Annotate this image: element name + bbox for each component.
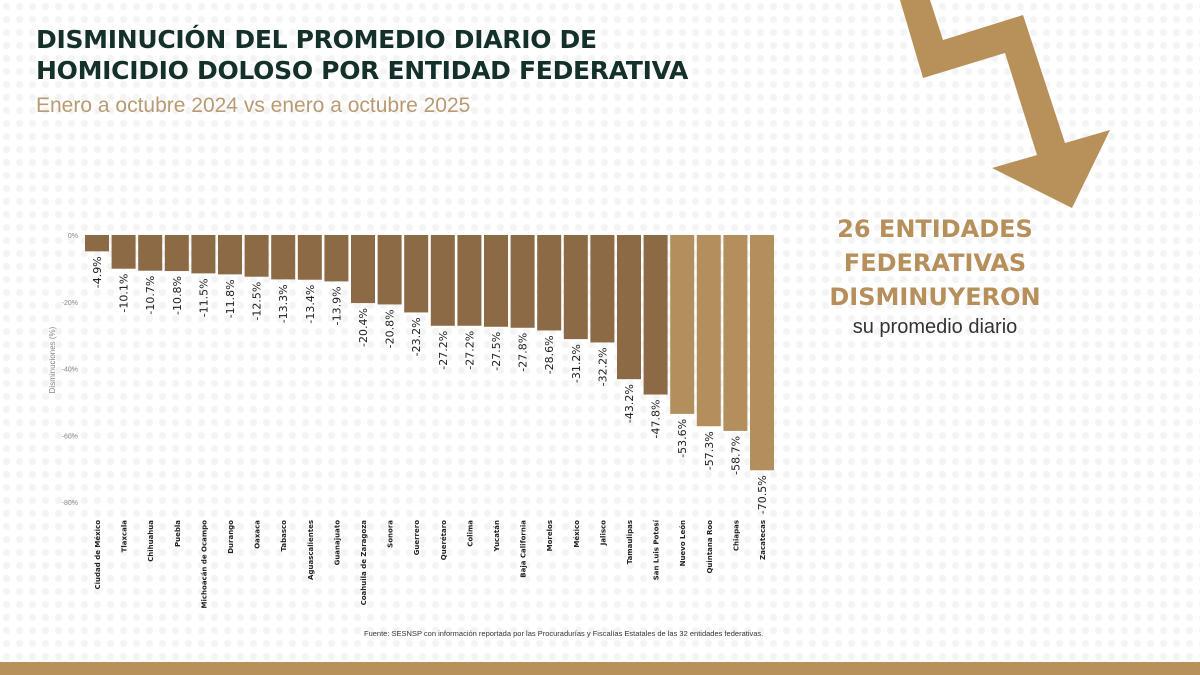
value-label: -23.2% [410,317,423,356]
category-label: Michoacán de Ocampo [200,520,208,609]
category-label: Quintana Roo [706,520,714,574]
value-label: -10.8% [171,276,184,315]
bar [324,235,349,282]
callout-line-3: DISMINUYERON [829,283,1041,311]
category-label: Ciudad de México [94,520,102,590]
category-label: Tlaxcala [121,520,129,553]
footer-band [0,662,1200,675]
callout-line-2: FEDERATIVAS [843,249,1027,277]
category-label: Querétaro [440,520,448,560]
value-label: -27.5% [490,332,503,371]
bar [111,235,136,269]
bars: -4.9% Ciudad de México -10.1% Tlaxcala -10.7… [85,235,774,608]
category-label: Guerrero [413,520,421,556]
category-label: Chihuahua [147,520,155,562]
bar [244,235,269,277]
value-label: -27.2% [437,331,450,370]
category-label: Jalisco [599,520,607,546]
bar [138,235,163,271]
category-label: Baja California [520,520,528,578]
value-label: -11.8% [224,279,237,318]
bar [457,235,482,326]
subtitle: Enero a octubre 2024 vs enero a octubre … [36,94,471,117]
bar [643,235,668,395]
value-label: -20.8% [384,309,397,348]
value-label: -47.8% [650,400,663,439]
category-label: Colima [466,520,474,547]
value-label: -13.4% [304,285,317,324]
bar [430,235,455,326]
value-label: -28.6% [543,335,556,374]
bar [750,235,774,471]
category-label: San Luis Potosí [653,519,661,580]
y-tick-label: -20% [62,300,78,307]
value-label: -10.1% [118,274,131,313]
value-label: -13.3% [277,284,290,323]
value-label: -13.9% [330,286,343,325]
bar [617,235,641,380]
category-label: Yucatán [493,520,501,552]
bar [563,235,588,340]
category-label: Morelos [546,520,554,551]
value-label: -4.9% [91,256,104,288]
value-label: -27.2% [463,331,476,370]
bar [85,235,109,252]
value-label: -43.2% [623,384,636,423]
category-label: Durango [227,520,235,554]
category-label: Tamaulipas [626,520,634,564]
category-label: Guanajuato [333,520,341,566]
y-tick-label: -80% [62,500,78,507]
value-label: -53.6% [676,419,689,458]
title-line-1: DISMINUCIÓN DEL PROMEDIO DIARIO DE [36,25,597,54]
title-line-2: HOMICIDIO DOLOSO POR ENTIDAD FEDERATIVA [36,56,689,85]
value-label: -58.7% [729,436,742,475]
category-label: Puebla [174,520,182,547]
source-note: Fuente: SESNSP con información reportada… [364,629,764,638]
y-tick-label: -40% [62,367,78,374]
bar [696,235,721,427]
y-axis-label: Disminuciones (%) [48,326,57,393]
y-axis: 0% -20% -40% -60% -80% [62,233,78,507]
value-label: -20.4% [357,308,370,347]
bar [297,235,322,280]
value-label: -11.5% [197,278,210,317]
bar [164,235,189,272]
bar [670,235,695,414]
bar [537,235,562,331]
y-tick-label: 0% [68,233,78,240]
bar [271,235,296,280]
bar [377,235,402,305]
bar [404,235,429,313]
bar [351,235,375,304]
category-label: Aguascalientes [307,520,315,580]
bar [484,235,508,327]
value-label: -27.8% [517,333,530,372]
callout: 26 ENTIDADES FEDERATIVAS DISMINUYERON su… [800,212,1070,340]
y-tick-label: -60% [62,433,78,440]
value-label: -10.7% [144,276,157,315]
category-label: Nuevo León [679,520,687,566]
category-label: Coahuila de Zaragoza [360,520,368,606]
category-label: Zacatecas [759,520,767,560]
callout-line-1: 26 ENTIDADES [837,215,1033,243]
bar [510,235,535,328]
category-label: Sonora [387,520,395,548]
trending-down-arrow-icon [900,0,1110,208]
page-title: DISMINUCIÓN DEL PROMEDIO DIARIO DE HOMIC… [36,24,688,86]
bar [218,235,242,275]
callout-line-4: su promedio diario [852,316,1018,338]
value-label: -12.5% [251,282,264,321]
value-label: -57.3% [703,431,716,470]
value-label: -31.2% [570,344,583,383]
category-label: Oaxaca [254,520,262,549]
category-label: México [573,520,581,548]
category-label: Chiapas [732,520,740,551]
category-label: Tabasco [280,520,288,552]
bar [723,235,748,431]
value-label: -32.2% [596,347,609,386]
bar [590,235,615,343]
bar [191,235,216,274]
value-label: -70.5% [756,475,769,514]
